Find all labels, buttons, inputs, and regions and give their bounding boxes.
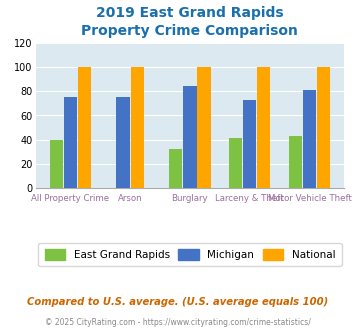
- Bar: [64, 97, 77, 188]
- Bar: [50, 140, 63, 188]
- Bar: [257, 67, 271, 188]
- Bar: [116, 97, 130, 188]
- Bar: [229, 139, 242, 188]
- Text: © 2025 CityRating.com - https://www.cityrating.com/crime-statistics/: © 2025 CityRating.com - https://www.city…: [45, 318, 310, 327]
- Bar: [317, 67, 330, 188]
- Bar: [169, 149, 182, 188]
- Bar: [131, 67, 144, 188]
- Bar: [289, 136, 302, 188]
- Legend: East Grand Rapids, Michigan, National: East Grand Rapids, Michigan, National: [38, 243, 342, 266]
- Bar: [197, 67, 211, 188]
- Text: Compared to U.S. average. (U.S. average equals 100): Compared to U.S. average. (U.S. average …: [27, 297, 328, 307]
- Bar: [78, 67, 91, 188]
- Bar: [183, 86, 197, 188]
- Title: 2019 East Grand Rapids
Property Crime Comparison: 2019 East Grand Rapids Property Crime Co…: [82, 6, 298, 38]
- Bar: [243, 100, 256, 188]
- Bar: [303, 90, 316, 188]
